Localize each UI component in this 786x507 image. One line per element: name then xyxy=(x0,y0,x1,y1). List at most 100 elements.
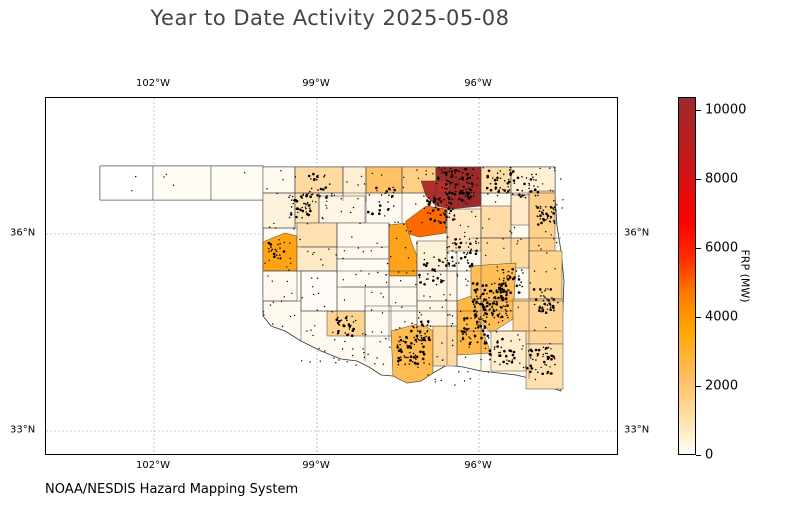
fire-dot-117 xyxy=(427,196,430,199)
fire-dot-1046 xyxy=(362,333,364,335)
fire-dot-773 xyxy=(469,242,472,245)
fire-dot-860 xyxy=(510,340,512,342)
fire-dot-347 xyxy=(475,290,478,293)
fire-dot-494 xyxy=(541,309,545,313)
fire-dot-45 xyxy=(444,191,447,194)
fire-dot-352 xyxy=(493,316,496,319)
fire-dot-955 xyxy=(467,371,469,373)
fire-dot-153 xyxy=(496,172,499,174)
colorbar-tick-8000 xyxy=(696,179,701,180)
fire-dot-879 xyxy=(272,323,274,325)
fire-dot-820 xyxy=(432,275,435,278)
fire-dot-10 xyxy=(466,172,469,176)
fire-dot-1112 xyxy=(316,277,319,279)
fire-dot-132 xyxy=(451,198,454,201)
fire-dot-57 xyxy=(448,170,451,173)
fire-dot-465 xyxy=(544,296,546,299)
fire-dot-41 xyxy=(437,176,440,178)
fire-dot-522 xyxy=(542,346,545,349)
fire-dot-291 xyxy=(475,288,479,291)
fire-dot-462 xyxy=(549,288,553,291)
fire-dot-207 xyxy=(528,184,531,186)
fire-dot-870 xyxy=(463,252,466,254)
fire-dot-694 xyxy=(268,247,270,250)
fire-dot-165 xyxy=(507,180,511,184)
fire-dot-921 xyxy=(495,331,498,333)
fire-dot-1048 xyxy=(502,238,504,240)
fire-dot-124 xyxy=(439,221,442,224)
fire-dot-799 xyxy=(466,252,469,254)
fire-dot-954 xyxy=(449,314,451,316)
fire-dot-1175 xyxy=(355,364,357,366)
fire-dot-223 xyxy=(536,206,539,209)
fire-dot-219 xyxy=(537,223,540,226)
colorbar-label-2000: 2000 xyxy=(705,378,739,394)
fire-dot-624 xyxy=(420,320,423,324)
fire-dot-764 xyxy=(468,238,471,240)
fire-dot-106 xyxy=(448,212,451,215)
county-cimarron xyxy=(99,165,154,201)
colorbar-tick-4000 xyxy=(696,317,701,318)
fire-dot-969 xyxy=(556,204,558,206)
fire-dot-657 xyxy=(304,206,307,208)
fire-dot-25 xyxy=(457,183,459,185)
fire-dot-8 xyxy=(447,180,449,183)
fire-dot-294 xyxy=(495,303,499,306)
fire-dot-1067 xyxy=(338,332,340,335)
fire-dot-1050 xyxy=(416,169,418,171)
fire-dot-573 xyxy=(399,338,403,342)
fire-dot-831 xyxy=(418,273,421,277)
fire-dot-44 xyxy=(461,171,464,174)
fire-dot-470 xyxy=(557,301,559,304)
fire-dot-877 xyxy=(333,357,335,359)
fire-dot-779 xyxy=(448,265,451,267)
fire-dot-899 xyxy=(312,334,314,337)
fire-dot-610 xyxy=(426,331,428,333)
map-panel[interactable] xyxy=(45,97,618,455)
colorbar-tick-0 xyxy=(696,455,701,456)
fire-dot-240 xyxy=(545,218,547,221)
fire-dot-532 xyxy=(550,358,553,361)
fire-dot-349 xyxy=(505,297,508,301)
fire-dot-802 xyxy=(459,238,461,240)
fire-dot-67 xyxy=(449,182,452,185)
fire-dot-475 xyxy=(539,288,542,291)
fire-dot-1095 xyxy=(498,278,501,280)
fire-dot-1167 xyxy=(389,346,391,348)
fire-dot-521 xyxy=(537,371,539,374)
county-boundaries xyxy=(263,167,564,379)
fire-dot-1054 xyxy=(403,223,405,226)
fire-dot-1103 xyxy=(533,329,536,331)
fire-dot-659 xyxy=(301,209,305,213)
fire-dot-700 xyxy=(273,255,276,258)
fire-dot-48 xyxy=(441,186,444,189)
lon-tick-bottom-96w: 96°W xyxy=(464,460,492,471)
fire-dot-985 xyxy=(360,270,362,272)
fire-dot-917 xyxy=(546,356,548,358)
fire-dot-361 xyxy=(491,313,494,316)
fire-dot-137 xyxy=(444,209,446,212)
fire-dot-131 xyxy=(437,197,441,201)
fire-dot-1070 xyxy=(262,311,265,313)
fire-dot-723 xyxy=(310,187,313,190)
fire-dot-507 xyxy=(534,348,538,352)
fire-dot-926 xyxy=(264,262,266,264)
fire-dot-1222 xyxy=(135,175,137,178)
fire-dot-676 xyxy=(297,211,299,214)
fire-dot-593 xyxy=(412,352,415,355)
fire-dot-928 xyxy=(460,340,462,342)
fire-dot-940 xyxy=(286,266,288,268)
fire-dot-1200 xyxy=(550,234,552,236)
fire-dot-1097 xyxy=(289,194,291,196)
fire-dot-938 xyxy=(332,331,334,334)
fire-dot-1144 xyxy=(422,324,424,327)
fire-dot-1199 xyxy=(482,300,485,302)
fire-dot-991 xyxy=(271,280,273,282)
fire-dot-215 xyxy=(552,207,554,209)
fire-dot-1096 xyxy=(289,242,291,244)
fire-dot-346 xyxy=(495,290,499,294)
colorbar-tick-2000 xyxy=(696,386,701,387)
fire-dot-148 xyxy=(493,178,497,182)
fire-dot-953 xyxy=(323,305,326,308)
fire-dot-1023 xyxy=(462,179,465,181)
